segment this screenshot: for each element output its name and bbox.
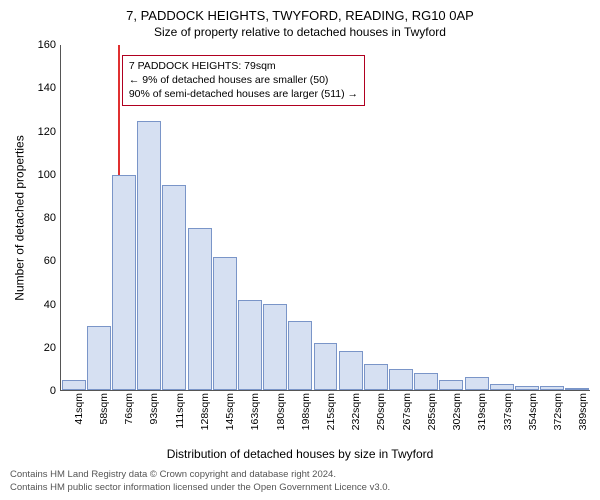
x-tick: 163sqm [249, 393, 261, 430]
y-tick: 160 [38, 39, 56, 51]
x-ticks-row: 41sqm 58sqm 76sqm 93sqm 111sqm 128sqm 145sqm 16… [60, 391, 590, 445]
annotation-line-2: ← 9% of detached houses are smaller (50) [129, 74, 358, 88]
x-tick: 41sqm [73, 393, 85, 425]
x-tick: 232sqm [350, 393, 362, 430]
y-tick: 20 [44, 342, 56, 354]
histogram-bar [414, 373, 438, 390]
y-tick: 0 [50, 385, 56, 397]
y-tick: 60 [44, 255, 56, 267]
x-tick: 372sqm [552, 393, 564, 430]
histogram-bar [188, 228, 212, 390]
x-tick: 285sqm [426, 393, 438, 430]
chart-title: 7, PADDOCK HEIGHTS, TWYFORD, READING, RG… [10, 8, 590, 23]
histogram-bar [213, 257, 237, 391]
histogram-bar [339, 351, 363, 390]
annotation-line-1: 7 PADDOCK HEIGHTS: 79sqm [129, 60, 358, 74]
histogram-bar [389, 369, 413, 391]
histogram-bar [137, 121, 161, 391]
x-tick: 111sqm [174, 393, 186, 429]
x-tick: 198sqm [300, 393, 312, 430]
x-tick: 354sqm [527, 393, 539, 430]
ylabel-col: Number of detached properties [10, 45, 30, 391]
histogram-bar [162, 185, 186, 390]
chart-container: 7, PADDOCK HEIGHTS, TWYFORD, READING, RG… [0, 0, 600, 500]
x-tick: 58sqm [98, 393, 110, 425]
x-tick: 128sqm [199, 393, 211, 430]
y-ticks: 020406080100120140160 [30, 45, 60, 391]
annotation-box: 7 PADDOCK HEIGHTS: 79sqm ← 9% of detache… [122, 55, 365, 106]
histogram-bar [288, 321, 312, 390]
x-tick: 250sqm [375, 393, 387, 430]
annotation-line-3: 90% of semi-detached houses are larger (… [129, 88, 358, 102]
chart-area: 7 PADDOCK HEIGHTS: 79sqm ← 9% of detache… [60, 45, 590, 391]
y-tick: 40 [44, 299, 56, 311]
x-tick: 145sqm [224, 393, 236, 430]
histogram-bar [490, 384, 514, 390]
x-tick: 180sqm [275, 393, 287, 430]
histogram-bar [238, 300, 262, 391]
histogram-bar [439, 380, 463, 391]
footer-line-1: Contains HM Land Registry data © Crown c… [10, 469, 590, 481]
x-tick: 319sqm [476, 393, 488, 430]
histogram-bar [515, 386, 539, 390]
histogram-bar [364, 364, 388, 390]
histogram-bar [540, 386, 564, 390]
footer: Contains HM Land Registry data © Crown c… [10, 469, 590, 494]
histogram-bar [62, 380, 86, 391]
histogram-bar [565, 388, 589, 390]
y-tick: 100 [38, 169, 56, 181]
x-tick: 389sqm [577, 393, 589, 430]
x-ticks: 41sqm 58sqm 76sqm 93sqm 111sqm 128sqm 145sqm 16… [60, 391, 590, 445]
x-tick: 76sqm [123, 393, 135, 425]
y-tick: 80 [44, 212, 56, 224]
x-axis-label: Distribution of detached houses by size … [10, 447, 590, 461]
x-tick: 93sqm [148, 393, 160, 425]
footer-line-2: Contains HM public sector information li… [10, 482, 590, 494]
x-tick: 215sqm [325, 393, 337, 430]
histogram-bar [314, 343, 338, 390]
x-tick: 267sqm [401, 393, 413, 430]
histogram-bar [465, 377, 489, 390]
y-axis-label: Number of detached properties [13, 135, 27, 300]
histogram-bar [87, 326, 111, 391]
chart-subtitle: Size of property relative to detached ho… [10, 25, 590, 39]
y-tick: 120 [38, 126, 56, 138]
x-tick: 337sqm [502, 393, 514, 430]
x-tick: 302sqm [451, 393, 463, 430]
y-tick: 140 [38, 82, 56, 94]
histogram-bar [263, 304, 287, 390]
histogram-bar [112, 175, 136, 391]
plot-row: Number of detached properties 0204060801… [10, 45, 590, 391]
